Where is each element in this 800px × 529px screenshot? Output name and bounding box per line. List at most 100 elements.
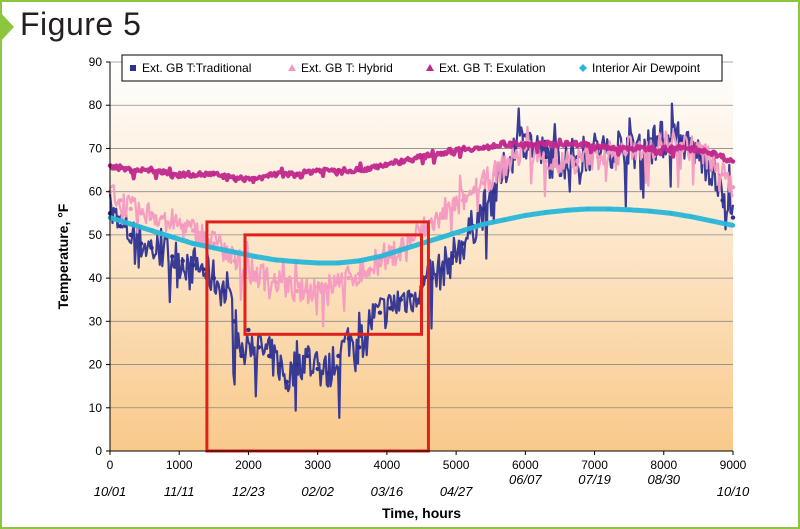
y-tick-label: 80: [89, 98, 103, 112]
x-tick-label: 9000: [720, 458, 747, 472]
x-tick-label: 8000: [650, 458, 677, 472]
data-point: [128, 221, 133, 227]
data-point: [180, 258, 185, 264]
data-point: [606, 206, 611, 212]
data-point: [564, 159, 570, 164]
data-point: [336, 280, 341, 285]
data-point: [460, 146, 466, 151]
highlight-box: [243, 233, 423, 336]
data-point: [460, 228, 466, 233]
data-point: [128, 167, 133, 173]
data-point: [357, 345, 362, 350]
data-point: [398, 159, 403, 164]
data-point: [471, 189, 476, 194]
data-point: [284, 284, 289, 289]
data-point: [149, 245, 154, 251]
data-point: [543, 141, 549, 147]
data-point: [710, 150, 715, 155]
y-tick-label: 10: [89, 401, 103, 415]
data-point: [346, 275, 352, 281]
data-point: [336, 167, 341, 173]
series-exulation: [107, 137, 736, 185]
date-label: 06/07: [509, 472, 542, 487]
x-tick-label: 1000: [166, 458, 193, 472]
data-point: [481, 180, 486, 186]
y-axis-title: Temperature, °F: [55, 203, 71, 309]
data-point: [138, 211, 144, 216]
series-hybrid: [107, 125, 736, 328]
legend-triangle-icon: [288, 64, 296, 71]
date-label: 02/02: [301, 484, 334, 499]
data-point: [730, 185, 736, 190]
data-point: [388, 306, 393, 311]
series-line: [109, 125, 734, 328]
date-label: 11/11: [164, 484, 195, 499]
data-point: [585, 206, 590, 212]
data-point: [253, 254, 258, 259]
data-point: [273, 280, 279, 285]
data-point: [543, 159, 549, 164]
data-point: [440, 267, 445, 272]
axes: 0 10 20 30 40 50 60 70 80 90 0 1000 2000 3000 4000 5000…: [89, 55, 750, 499]
data-point: [440, 215, 445, 220]
data-point: [429, 219, 435, 225]
data-point: [502, 141, 507, 147]
date-label: 12/23: [232, 484, 265, 499]
data-point: [543, 154, 549, 160]
data-point: [720, 172, 725, 177]
y-tick-label: 90: [89, 55, 103, 69]
date-label: 03/16: [371, 484, 404, 499]
data-point: [190, 172, 196, 177]
data-point: [357, 271, 362, 276]
data-point: [357, 167, 362, 173]
data-point: [668, 146, 673, 151]
data-point: [277, 362, 282, 367]
data-point: [190, 241, 196, 246]
data-point: [294, 259, 300, 264]
data-point: [336, 353, 341, 359]
data-point: [678, 137, 684, 142]
data-point: [689, 214, 694, 219]
legend-label: Interior Air Dewpoint: [592, 61, 701, 75]
data-point: [523, 141, 528, 147]
data-point: [222, 288, 227, 294]
data-point: [502, 163, 507, 168]
data-point: [159, 215, 165, 220]
data-point: [357, 258, 362, 264]
data-point: [408, 293, 414, 298]
date-label: 07/19: [578, 472, 611, 487]
data-point: [232, 319, 237, 324]
data-point: [267, 353, 272, 359]
date-label: 04/27: [440, 484, 473, 499]
legend: Ext. GB T:Traditional Ext. GB T: Hybrid Ex…: [121, 54, 723, 82]
data-point: [512, 154, 518, 160]
data-point: [440, 150, 445, 155]
data-point: [211, 172, 217, 177]
data-point: [118, 198, 123, 203]
figure-title: Figure 5: [20, 6, 142, 42]
data-point: [647, 146, 653, 151]
y-tick-label: 30: [89, 314, 103, 328]
data-point: [730, 223, 736, 228]
data-point: [720, 198, 725, 203]
x-tick-label: 5000: [443, 458, 470, 472]
data-point: [658, 141, 663, 147]
y-tick-label: 0: [95, 444, 102, 458]
date-label: 10/10: [717, 484, 750, 499]
data-point: [647, 208, 653, 214]
figure-header: Figure 5: [0, 6, 260, 48]
data-point: [211, 241, 217, 246]
data-point: [730, 159, 736, 164]
data-point: [180, 224, 185, 229]
data-point: [336, 260, 341, 266]
data-point: [294, 362, 300, 367]
data-point: [149, 167, 154, 173]
data-point: [491, 172, 497, 177]
data-point: [246, 327, 251, 333]
data-point: [128, 232, 133, 238]
data-point: [170, 172, 175, 177]
data-point: [710, 159, 715, 164]
data-point: [543, 210, 549, 215]
data-point: [481, 206, 486, 212]
data-point: [201, 267, 206, 272]
